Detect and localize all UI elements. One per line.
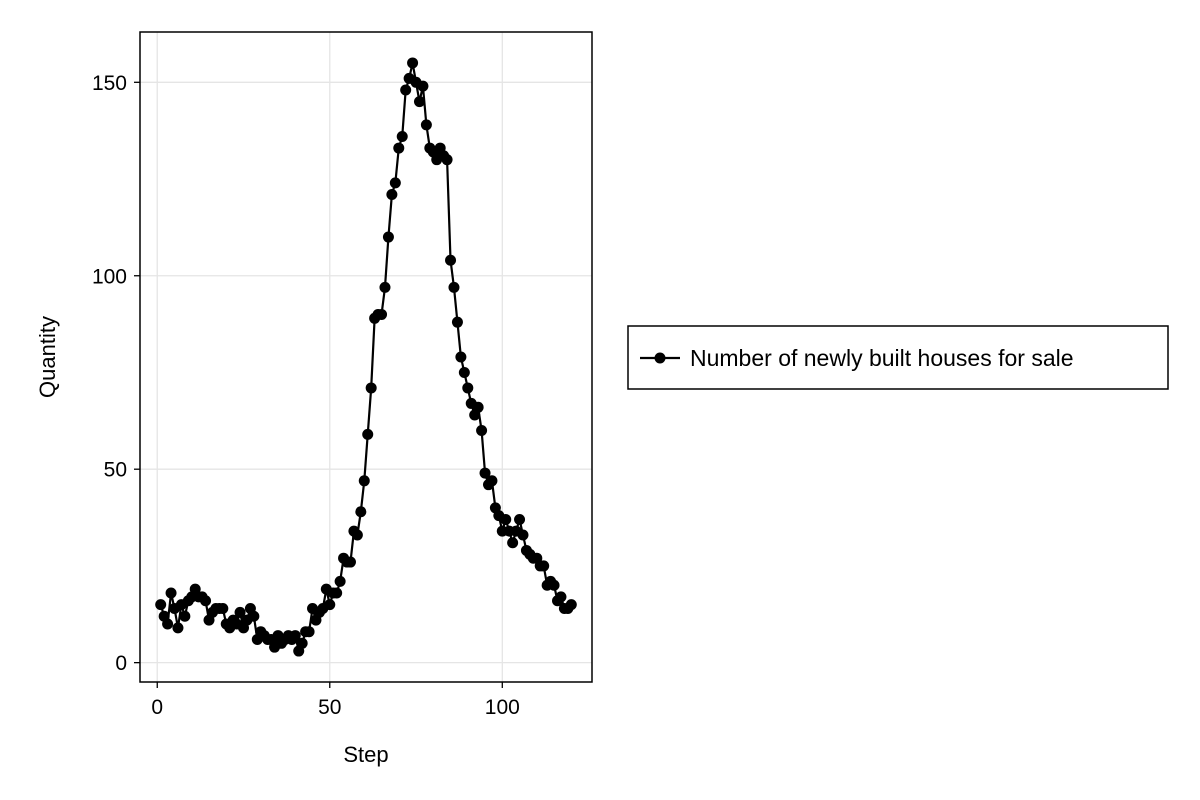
data-point [358,475,370,487]
data-point [382,231,394,243]
data-point [393,142,405,154]
data-point [351,529,363,541]
legend: Number of newly built houses for sale [627,325,1169,390]
data-point [324,599,336,611]
x-tick-label: 100 [485,696,520,719]
data-point [448,281,460,293]
x-tick-label: 0 [151,696,163,719]
data-point [451,316,463,328]
data-point [389,177,401,189]
data-point [517,529,529,541]
data-point [472,401,484,413]
data-point [479,467,491,479]
data-point [500,514,512,525]
data-point [217,602,229,614]
data-point [362,428,374,440]
data-point [248,610,260,622]
data-point [376,308,388,320]
data-point [441,154,453,166]
data-point [200,595,212,607]
data-point [514,514,526,525]
data-point [162,618,174,630]
data-point [365,382,377,394]
data-point [396,130,408,142]
data-point [172,622,184,634]
data-point [445,254,457,266]
data-point [462,382,474,394]
data-point [413,96,425,108]
data-point [400,84,412,96]
data-point [155,599,167,611]
data-point [386,189,398,200]
data-point [538,560,550,572]
data-point [476,425,488,437]
y-tick-label: 150 [92,72,127,95]
data-points [155,57,577,657]
series [155,57,577,657]
x-axis-label: Step [343,742,388,767]
data-point [331,587,343,599]
legend-label: Number of newly built houses for sale [690,345,1074,371]
legend-box [627,325,1169,390]
axis-ticks: 0 50 100 0 50 100 150 [92,72,520,719]
plot-frame [139,31,593,683]
data-point [234,606,246,618]
data-point [407,57,419,69]
y-axis-label: Quantity [35,316,60,398]
series-line [159,62,573,655]
data-point [455,351,467,363]
data-point [179,610,191,622]
data-point [379,281,391,293]
data-point [565,599,577,611]
y-tick-label: 50 [104,459,127,482]
data-point [334,575,346,587]
y-tick-label: 0 [115,652,127,675]
data-point [420,119,432,131]
data-point [165,587,177,599]
data-point [548,579,560,591]
data-point [344,556,356,568]
data-point [417,80,429,92]
grid [140,32,592,682]
data-point [303,626,315,638]
data-point [289,630,301,642]
x-tick-label: 50 [318,696,341,719]
data-point [296,637,308,649]
data-point [507,537,519,549]
y-tick-label: 100 [92,265,127,288]
data-point [355,506,367,518]
data-point [555,591,567,603]
legend-point-marker [654,352,666,364]
data-point [458,366,470,378]
data-point [486,475,498,487]
